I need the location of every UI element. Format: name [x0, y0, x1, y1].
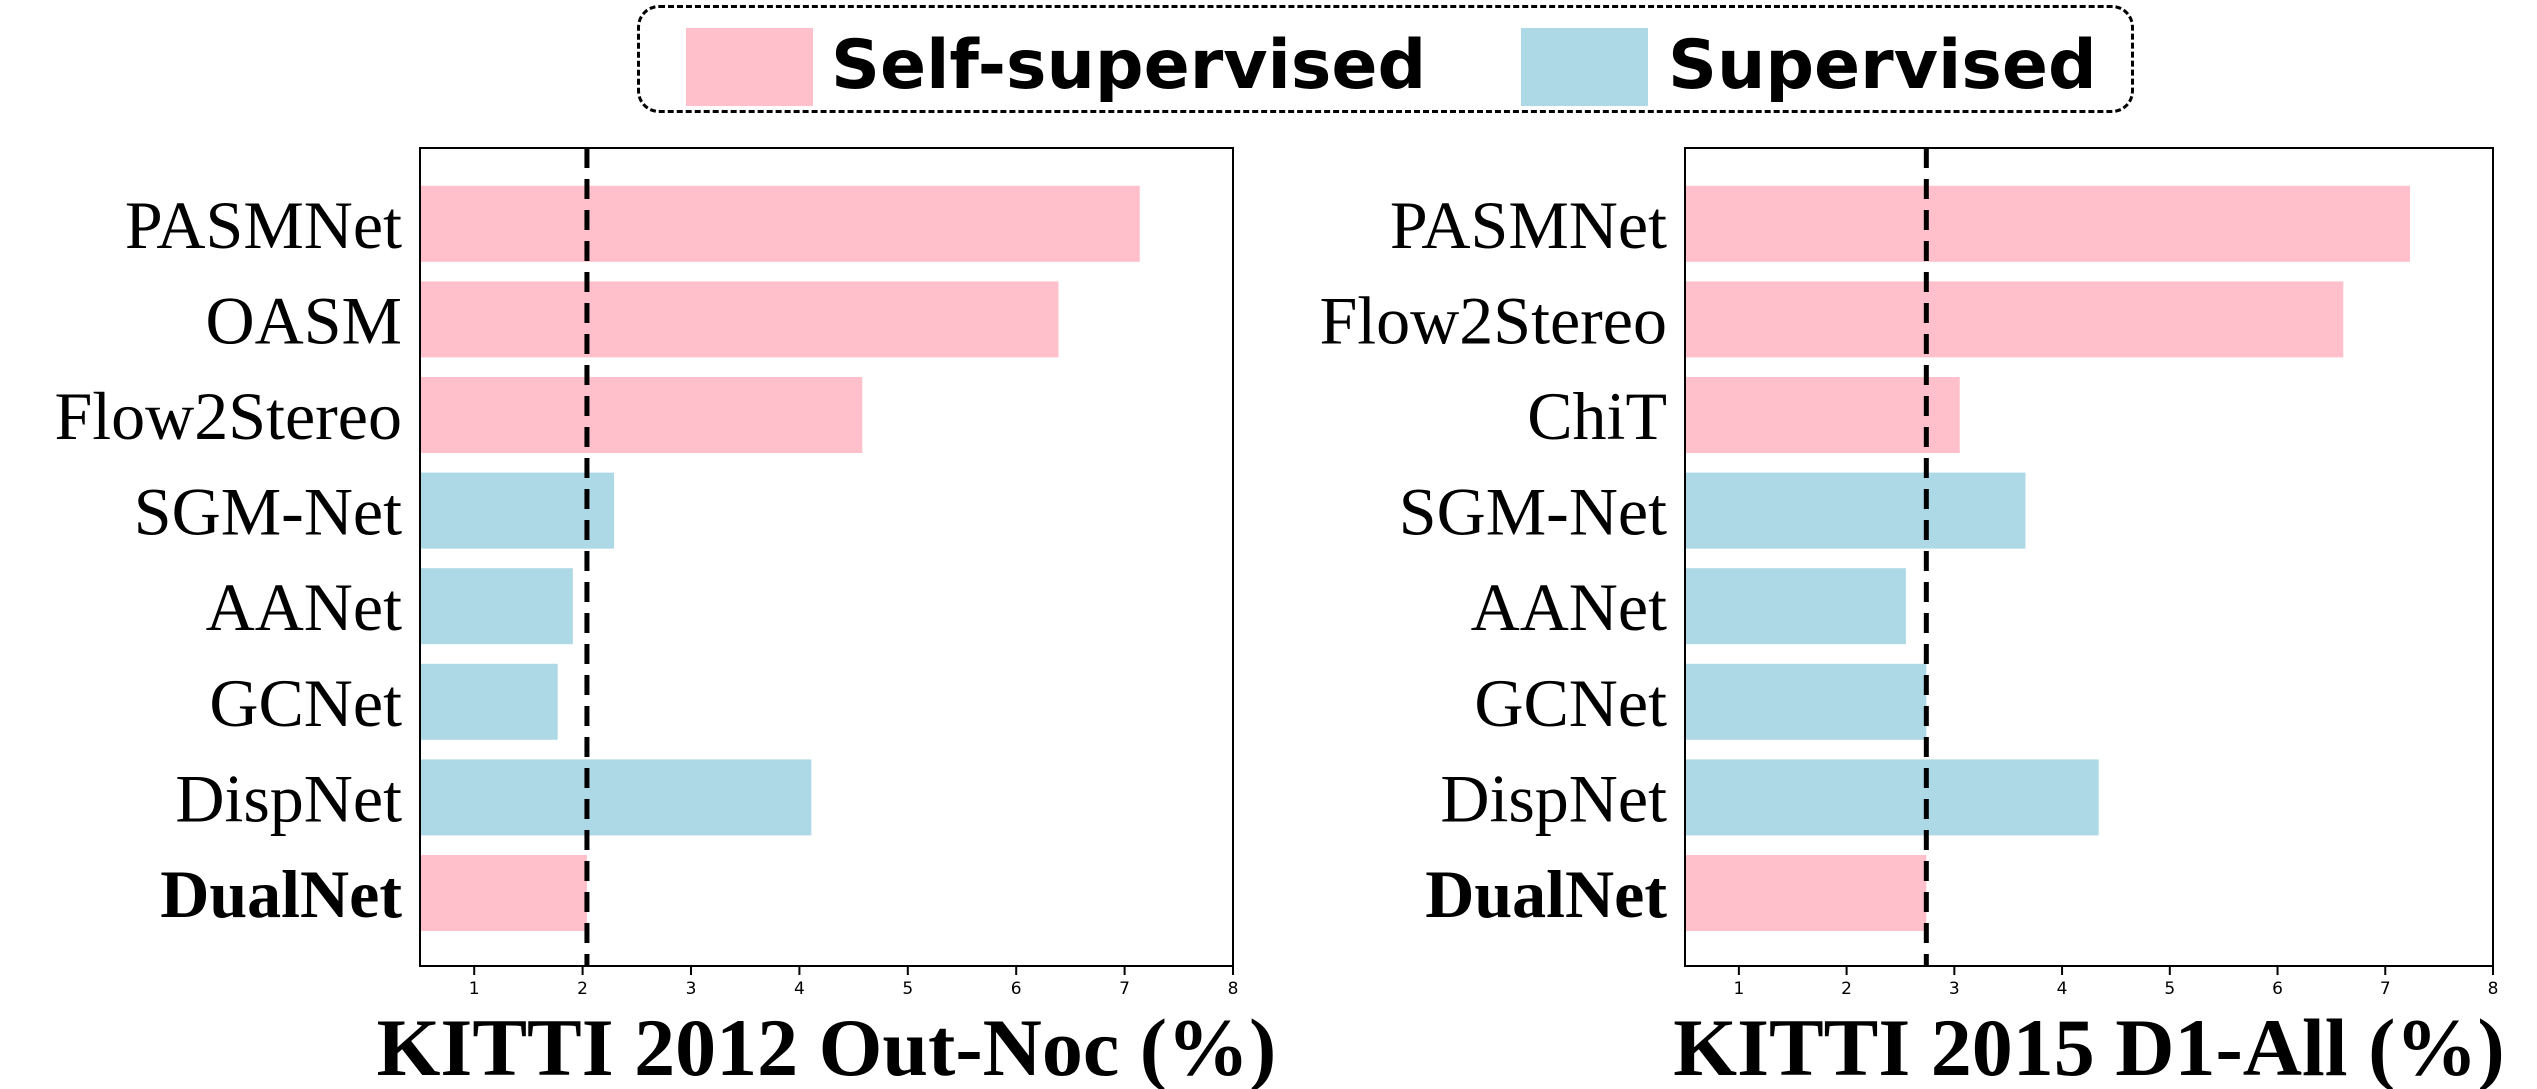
x-tick-label: 1 — [469, 979, 480, 999]
legend-swatch-supervised — [1521, 28, 1648, 106]
bar — [1685, 855, 1927, 931]
x-tick-label: 4 — [2057, 979, 2068, 999]
x-tick-label: 6 — [2272, 979, 2283, 999]
legend-label-supervised: Supervised — [1668, 26, 2097, 105]
x-tick-label: 3 — [686, 979, 697, 999]
x-tick-label: 5 — [2164, 979, 2175, 999]
bar — [1685, 281, 2344, 358]
category-label: AANet — [206, 569, 403, 645]
category-label: SGM-Net — [1399, 474, 1667, 550]
category-label: DualNet — [160, 856, 402, 932]
legend-swatch-self-supervised — [686, 28, 813, 106]
category-label: GCNet — [1474, 665, 1667, 741]
bar — [420, 663, 558, 740]
category-label: SGM-Net — [134, 474, 402, 550]
bar — [1685, 185, 2411, 262]
chart-panel-2: PASMNet Flow2Stereo ChiT SGM-Net AANet GCNet D… — [1319, 147, 2505, 1089]
bar — [1685, 759, 2099, 836]
bar — [420, 472, 615, 549]
x-tick-label: 8 — [2488, 979, 2499, 999]
legend: Self-supervised Supervised — [637, 5, 2134, 113]
category-label: PASMNet — [1390, 187, 1667, 263]
x-tick-label: 5 — [902, 979, 913, 999]
category-label: DualNet — [1425, 856, 1667, 932]
bar — [1685, 377, 1960, 453]
x-axis-label: KITTI 2015 D1-All (%) — [1673, 1002, 2504, 1089]
category-label: ChiT — [1527, 378, 1667, 454]
category-label: DispNet — [175, 760, 402, 836]
category-label: OASM — [206, 282, 403, 358]
x-axis-label: KITTI 2012 Out-Noc (%) — [377, 1002, 1277, 1089]
bar — [1685, 663, 1927, 740]
bar — [420, 281, 1059, 358]
bar — [420, 568, 573, 645]
category-label: GCNet — [209, 665, 402, 741]
legend-label-self-supervised: Self-supervised — [831, 26, 1427, 105]
chart-panel-1: PASMNet OASM Flow2Stereo SGM-Net AANet GCNet D… — [54, 147, 1277, 1089]
bar — [1685, 472, 2026, 549]
plot-frame — [419, 147, 1234, 967]
category-label: AANet — [1471, 569, 1668, 645]
bar — [420, 759, 812, 836]
x-tick-label: 3 — [1949, 979, 1960, 999]
x-tick-label: 8 — [1228, 979, 1239, 999]
x-tick-label: 2 — [577, 979, 588, 999]
category-label: Flow2Stereo — [1319, 282, 1667, 358]
category-label: DispNet — [1440, 760, 1667, 836]
bar — [420, 855, 587, 931]
x-tick-label: 7 — [2380, 979, 2391, 999]
x-tick-label: 1 — [1733, 979, 1744, 999]
x-tick-label: 6 — [1011, 979, 1022, 999]
x-tick-label: 2 — [1841, 979, 1852, 999]
plot-frame — [1684, 147, 2494, 967]
category-label: PASMNet — [125, 187, 402, 263]
category-label: Flow2Stereo — [54, 378, 402, 454]
bar — [420, 185, 1140, 262]
bar — [420, 377, 863, 453]
bar — [1685, 568, 1906, 645]
x-tick-label: 7 — [1119, 979, 1130, 999]
x-tick-label: 4 — [794, 979, 805, 999]
